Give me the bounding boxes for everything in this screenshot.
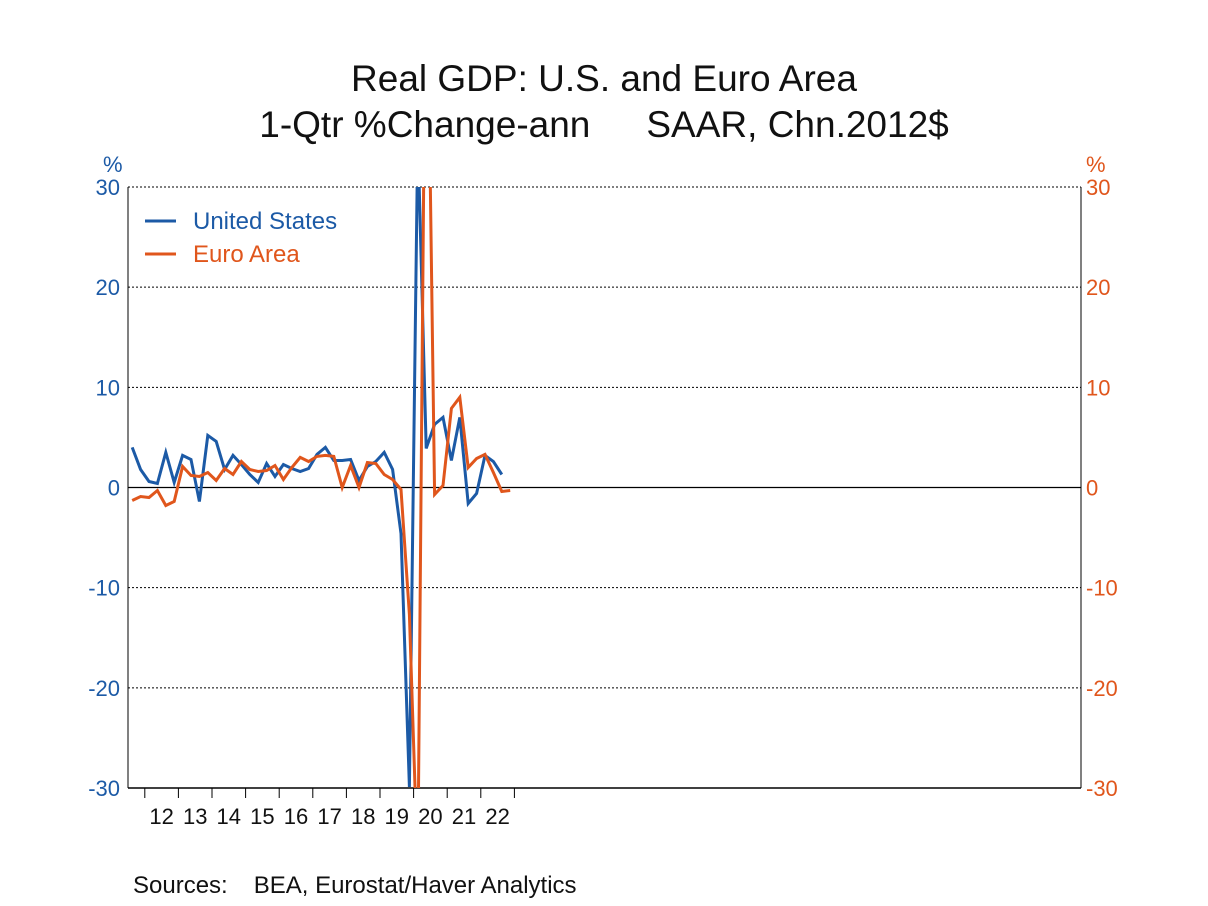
left-axis-unit: %	[103, 152, 123, 177]
subtitle-left: 1-Qtr %Change-ann	[259, 104, 591, 145]
x-tick-label: 19	[385, 804, 409, 829]
left-tick-label: 30	[96, 175, 120, 200]
x-tick-label: 17	[317, 804, 341, 829]
right-tick-label: 30	[1086, 175, 1110, 200]
legend-label-euro-area: Euro Area	[193, 241, 300, 268]
subtitle-right: SAAR, Chn.2012$	[646, 104, 949, 145]
legend-label-united-states: United States	[193, 208, 337, 235]
series-line-united-states	[130, 187, 504, 788]
x-axis-ticks: 12 13 14 15 16 17 18 19 20 21 22	[144, 788, 515, 829]
x-tick-label: 16	[284, 804, 308, 829]
left-tick-label: 0	[108, 476, 120, 501]
x-tick-label: 13	[183, 804, 207, 829]
x-tick-label: 18	[351, 804, 375, 829]
left-tick-label: -30	[88, 776, 120, 801]
right-tick-label: 0	[1086, 476, 1098, 501]
gridlines	[128, 186, 1081, 689]
left-axis-ticks: 30 20 10 0 -10 -20 -30	[88, 175, 120, 801]
right-tick-label: -20	[1086, 676, 1118, 701]
right-axis-unit: %	[1086, 152, 1106, 177]
left-tick-label: -10	[88, 576, 120, 601]
right-tick-label: -10	[1086, 576, 1118, 601]
x-tick-label: 15	[250, 804, 274, 829]
right-tick-label: 20	[1086, 275, 1110, 300]
x-tick-label: 20	[418, 804, 442, 829]
chart-title: Real GDP: U.S. and Euro Area	[351, 58, 857, 99]
x-tick-label: 21	[452, 804, 476, 829]
chart-subtitle: 1-Qtr %Change-ann SAAR, Chn.2012$	[0, 104, 1208, 146]
sources-label: Sources:	[133, 872, 228, 899]
right-axis-ticks: 30 20 10 0 -10 -20 -30	[1086, 175, 1118, 801]
left-tick-label: -20	[88, 676, 120, 701]
right-tick-label: -30	[1086, 776, 1118, 801]
sources-note: Sources: BEA, Eurostat/Haver Analytics	[133, 872, 577, 900]
series-line-euro-area	[131, 187, 511, 788]
axes	[127, 187, 1082, 789]
sources-text: BEA, Eurostat/Haver Analytics	[253, 872, 577, 899]
right-tick-label: 10	[1086, 375, 1110, 400]
left-tick-label: 10	[96, 375, 120, 400]
x-tick-label: 12	[149, 804, 173, 829]
left-tick-label: 20	[96, 275, 120, 300]
series-lines	[130, 187, 511, 788]
x-tick-label: 22	[485, 804, 509, 829]
legend: United States Euro Area	[145, 208, 337, 268]
x-tick-label: 14	[217, 804, 241, 829]
